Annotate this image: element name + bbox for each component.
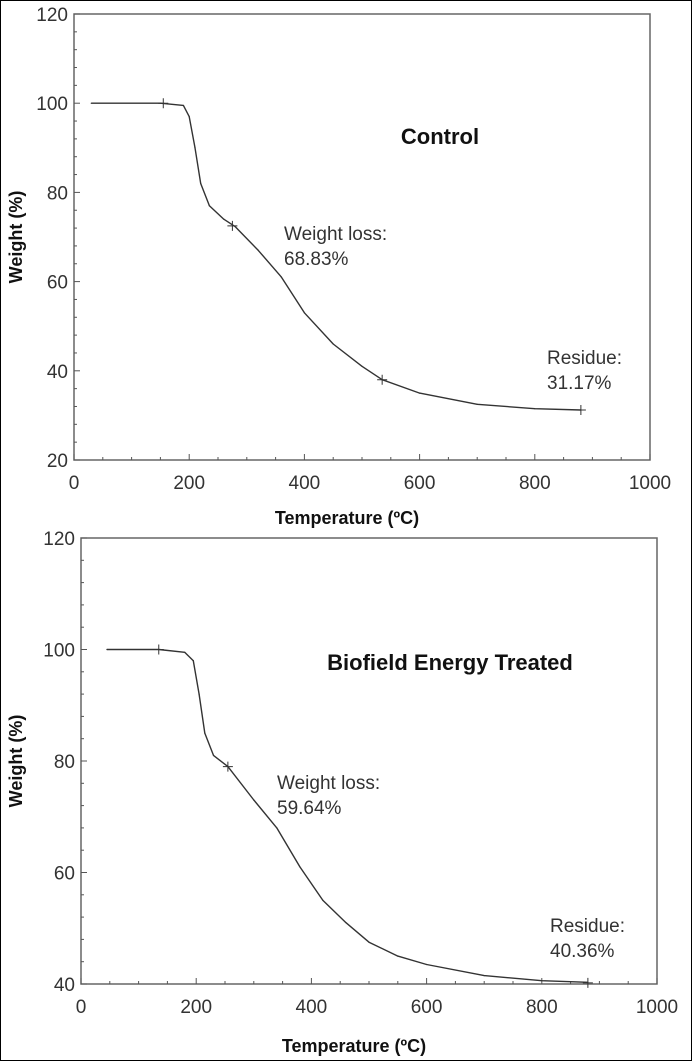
data-point <box>345 922 347 924</box>
data-point <box>192 660 194 662</box>
x-tick-label: 400 <box>289 473 321 494</box>
residue-value: 31.17% <box>547 373 612 394</box>
data-point <box>368 941 370 943</box>
step-marker <box>153 644 164 655</box>
chart-treated: 0 200 400 600 800 1000 40 60 80 100 120 Temperature… <box>6 529 678 1056</box>
weight-loss-label: Weight loss: <box>277 773 380 794</box>
weight-loss-value: 68.83% <box>284 249 349 270</box>
step-marker <box>582 977 593 988</box>
y-tick-label: 60 <box>54 864 75 885</box>
y-tick-label: 60 <box>47 273 68 294</box>
data-point <box>534 408 536 410</box>
data-point <box>419 392 421 394</box>
data-point <box>397 955 399 957</box>
step-marker <box>377 374 388 385</box>
data-point <box>303 312 305 314</box>
data-point <box>476 403 478 405</box>
data-point <box>541 980 543 982</box>
data-point <box>253 799 255 801</box>
x-tick-label: 200 <box>173 473 205 494</box>
chart-control: 0 200 400 600 800 1000 20 40 60 80 100 120 Temperatu… <box>6 5 671 528</box>
x-axis-label: Temperature (ºC) <box>282 1036 426 1056</box>
y-tick-label: 120 <box>36 5 68 26</box>
weight-loss-value: 59.64% <box>277 798 342 819</box>
data-point <box>223 218 225 220</box>
step-marker <box>222 761 233 772</box>
step-marker <box>227 220 238 231</box>
residue-label: Residue: <box>550 916 625 937</box>
residue-value: 40.36% <box>550 941 615 962</box>
step-marker <box>158 98 169 109</box>
y-tick-label: 40 <box>54 975 75 996</box>
y-tick-label: 20 <box>47 451 68 472</box>
chart-title: Control <box>401 124 479 149</box>
data-point <box>194 147 196 149</box>
data-point <box>257 249 259 251</box>
data-point <box>212 754 215 757</box>
data-point <box>188 115 190 118</box>
data-point <box>483 975 485 977</box>
weight-curve <box>106 648 588 983</box>
weight-loss-label: Weight loss: <box>284 224 387 245</box>
y-tick-label: 80 <box>54 752 75 773</box>
x-tick-label: 800 <box>519 473 551 494</box>
data-point <box>198 693 200 695</box>
data-point <box>299 866 301 868</box>
data-point <box>280 276 282 278</box>
data-point <box>200 182 202 185</box>
x-tick-label: 600 <box>411 997 443 1018</box>
data-point <box>90 102 92 104</box>
data-point <box>204 732 206 734</box>
x-tick-label: 600 <box>404 473 436 494</box>
x-tick-label: 400 <box>296 997 328 1018</box>
data-point <box>184 651 186 653</box>
data-point <box>426 963 428 966</box>
y-axis-label: Weight (%) <box>6 715 26 808</box>
y-tick-label: 80 <box>47 183 68 204</box>
data-point <box>322 899 324 901</box>
x-tick-label: 1000 <box>629 473 671 494</box>
x-tick-label: 200 <box>180 997 212 1018</box>
x-tick-label: 0 <box>76 997 87 1018</box>
y-tick-label: 100 <box>36 94 68 115</box>
data-point <box>276 827 278 829</box>
data-point <box>361 365 363 367</box>
y-tick-label: 100 <box>43 641 75 662</box>
x-tick-label: 1000 <box>636 997 678 1018</box>
y-axis-label: Weight (%) <box>6 191 26 284</box>
residue-label: Residue: <box>547 348 622 369</box>
step-marker <box>575 405 586 416</box>
y-tick-label: 40 <box>47 362 68 383</box>
x-tick-label: 0 <box>69 473 80 494</box>
data-point <box>182 104 185 107</box>
chart-title: Biofield Energy Treated <box>327 650 573 675</box>
data-point <box>106 648 108 651</box>
data-point <box>234 226 236 228</box>
x-axis-label: Temperature (ºC) <box>275 508 419 528</box>
y-tick-label: 120 <box>43 529 75 550</box>
data-point <box>332 343 334 345</box>
data-point <box>208 205 210 207</box>
x-tick-label: 800 <box>526 997 558 1018</box>
